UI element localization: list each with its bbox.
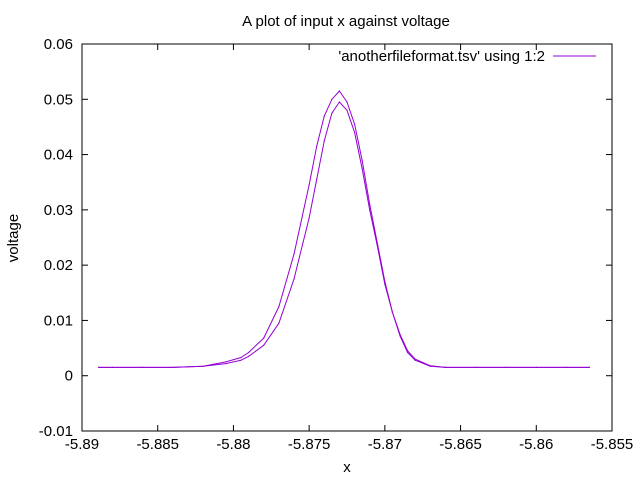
data-point <box>278 306 280 308</box>
x-tick-label: -5.88 <box>216 436 250 453</box>
data-point <box>240 359 242 361</box>
data-point <box>361 167 363 169</box>
data-point <box>338 90 340 92</box>
data-point <box>588 366 590 368</box>
data-point <box>444 366 446 368</box>
x-tick-label: -5.86 <box>519 436 553 453</box>
data-point <box>391 311 393 313</box>
data-point <box>338 101 340 103</box>
data-point <box>429 365 431 367</box>
axis-ticks: -5.89 -5.885 -5.88 -5.875 -5.87 -5.865 -5.86 -5… <box>39 36 633 453</box>
data-point <box>414 359 416 361</box>
data-point <box>98 366 100 368</box>
x-tick-label: -5.87 <box>368 436 402 453</box>
y-tick-label: 0.02 <box>44 257 73 274</box>
data-point <box>202 365 204 367</box>
data-point <box>399 335 401 337</box>
data-point <box>369 203 371 205</box>
x-tick-label: -5.875 <box>288 436 331 453</box>
data-point <box>354 123 356 125</box>
data-point <box>240 356 242 359</box>
data-point <box>331 98 333 100</box>
y-axis-label: voltage <box>5 214 22 262</box>
legend: 'anotherfileformat.tsv' using 1:2 <box>338 48 596 65</box>
y-tick-label: 0.03 <box>44 202 73 219</box>
data-point <box>505 366 507 368</box>
data-point <box>331 112 333 114</box>
legend-label: 'anotherfileformat.tsv' using 1:2 <box>338 48 545 65</box>
data-point <box>111 366 113 368</box>
data-point <box>142 366 144 368</box>
y-tick-label: -0.01 <box>39 423 73 440</box>
data-point <box>376 242 378 244</box>
data-point <box>323 115 325 117</box>
data-point <box>566 366 568 368</box>
data-point <box>384 281 386 283</box>
data-point <box>263 337 265 339</box>
chart-title: A plot of input x against voltage <box>242 13 450 30</box>
data-point <box>248 351 250 354</box>
y-tick-label: 0 <box>65 368 73 385</box>
x-tick-label: -5.89 <box>65 436 99 453</box>
data-point <box>407 351 409 354</box>
data-point <box>369 209 371 211</box>
data-point <box>278 322 280 324</box>
data-point <box>361 159 363 161</box>
data-point <box>293 253 295 255</box>
y-tick-label: 0.04 <box>44 147 73 164</box>
data-point <box>354 131 356 134</box>
data-point <box>308 184 310 186</box>
plot-frame <box>81 43 613 432</box>
data-point <box>346 101 348 103</box>
data-point <box>225 363 227 365</box>
data-point <box>248 355 250 357</box>
data-point <box>172 366 174 368</box>
series-layer <box>98 90 590 368</box>
data-point <box>293 278 295 280</box>
data-point <box>323 140 325 142</box>
data-point <box>346 109 348 111</box>
data-point <box>225 361 227 363</box>
data-point <box>475 366 477 368</box>
data-point <box>263 344 265 346</box>
data-point <box>316 178 318 180</box>
x-tick-label: -5.885 <box>136 436 179 453</box>
data-point <box>316 145 318 147</box>
y-tick-label: 0.01 <box>44 312 73 329</box>
data-point <box>308 217 310 219</box>
x-tick-label: -5.855 <box>591 436 634 453</box>
y-tick-label: 0.05 <box>44 91 73 108</box>
x-tick-label: -5.865 <box>439 436 482 453</box>
y-tick-label: 0.06 <box>44 36 73 53</box>
x-axis-label: x <box>343 459 351 476</box>
data-point <box>535 366 537 368</box>
